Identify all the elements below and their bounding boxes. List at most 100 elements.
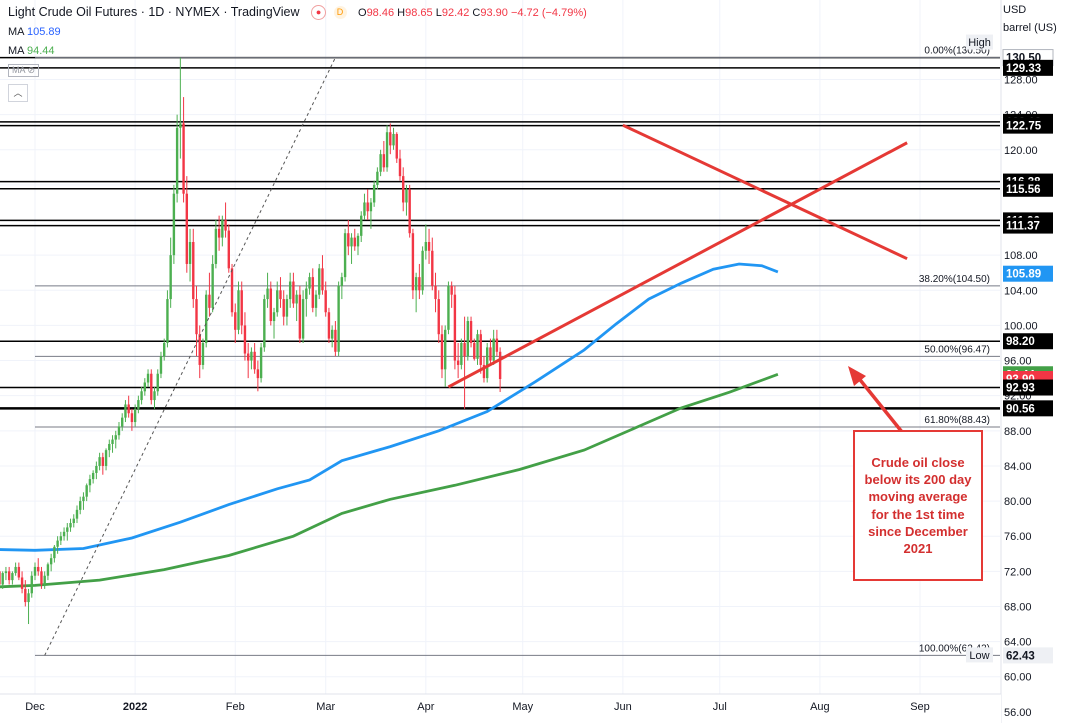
candle-body <box>137 400 140 409</box>
time-axis[interactable]: Dec 2022 Feb Mar Apr May Jun Jul Aug Sep <box>0 693 1001 723</box>
candle-body <box>75 509 79 519</box>
candle-body <box>440 334 444 370</box>
candle-body <box>4 571 8 574</box>
time-tick-label: Jun <box>614 701 632 713</box>
symbol-title[interactable]: Light Crude Oil Futures · 1D · NYMEX · T… <box>8 5 300 19</box>
candle-body <box>143 382 147 392</box>
price-axis[interactable]: 56.00 60.00 64.00 68.00 72.00 76.00 80.00 84.00… <box>966 0 1073 723</box>
candle-body <box>356 235 360 247</box>
candle-body <box>314 294 318 308</box>
ohlc-open: 98.46 <box>366 7 395 19</box>
candle-body <box>292 281 295 304</box>
candle-body <box>24 588 27 603</box>
price-label: 129.33 <box>1006 63 1041 75</box>
candle-body <box>104 450 108 466</box>
candle-body <box>469 321 473 343</box>
fib-label: 38.20%(104.50) <box>919 274 990 285</box>
candle-body <box>27 593 30 603</box>
candle-body <box>460 342 463 365</box>
price-label-bg <box>1003 647 1053 664</box>
price-tick-label: 108.00 <box>1004 250 1038 262</box>
candle-body <box>282 299 285 317</box>
candle-body <box>424 241 428 251</box>
candle-body <box>121 417 124 427</box>
price-tick-label: 104.00 <box>1004 285 1038 297</box>
candle-body <box>208 294 211 308</box>
delay-badge: D <box>333 6 347 19</box>
candle-body <box>382 154 386 168</box>
candle-body <box>350 237 353 247</box>
price-label: 115.56 <box>1006 184 1041 196</box>
price-tick-label: 64.00 <box>1004 637 1032 649</box>
price-label-bg <box>1003 333 1053 350</box>
hidden-ma-legend[interactable]: MA ⊘ <box>8 64 40 77</box>
candle-body <box>330 329 334 339</box>
time-tick-label: Apr <box>417 701 434 713</box>
price-label-bg <box>1003 59 1053 76</box>
eye-off-icon[interactable]: ⊘ <box>27 65 36 75</box>
collapse-legend-button[interactable]: ︿ <box>8 84 28 102</box>
candle-body <box>337 285 340 352</box>
candle-body <box>146 373 150 383</box>
candle-body <box>66 527 69 532</box>
candle-body <box>53 546 56 559</box>
candle-body <box>259 347 263 379</box>
ma200-legend[interactable]: MA 94.44 <box>8 45 55 57</box>
candle-body <box>444 329 447 370</box>
ma100-legend[interactable]: MA 105.89 <box>8 26 61 38</box>
candle-body <box>347 233 350 247</box>
candle-body <box>389 132 392 146</box>
candle-body <box>372 184 376 203</box>
candle-body <box>230 268 234 313</box>
candle-body <box>175 127 179 194</box>
candle-body <box>20 577 24 589</box>
price-label-bg <box>1003 180 1053 197</box>
candle-body <box>237 290 240 330</box>
arrow-head <box>848 366 866 386</box>
candle-body <box>450 285 453 295</box>
candle-body <box>411 233 415 291</box>
candle-body <box>476 334 479 359</box>
candle-body <box>33 566 37 576</box>
ohlc-close: 93.90 −4.72 (−4.79%) <box>480 7 587 19</box>
candle-body <box>318 268 321 295</box>
candle-body <box>40 571 43 585</box>
candle-body <box>447 285 450 330</box>
price-tick-label: 72.00 <box>1004 566 1032 578</box>
ohlc-low-key: L <box>435 7 442 19</box>
candle-body <box>414 277 418 291</box>
candle-body <box>353 237 356 247</box>
currency-label[interactable]: USD <box>1003 4 1027 16</box>
candle-body <box>82 496 85 502</box>
price-tick-label: 128.00 <box>1004 75 1038 87</box>
candle-body <box>195 299 198 335</box>
candle-body <box>463 342 466 357</box>
candle-body <box>108 443 111 451</box>
candle-body <box>101 457 105 466</box>
candle-body <box>95 465 98 473</box>
price-tick-label: 80.00 <box>1004 496 1032 508</box>
candle-body <box>453 294 457 361</box>
candle-body <box>224 220 227 231</box>
candle-body <box>156 373 159 392</box>
candle-body <box>46 564 50 576</box>
candle-body <box>321 268 324 291</box>
candle-body <box>243 325 247 354</box>
chart-header: Light Crude Oil Futures · 1D · NYMEX · T… <box>8 5 587 20</box>
candle-body <box>324 290 327 313</box>
candle-body <box>466 321 470 357</box>
candle-body <box>111 439 114 444</box>
candle-body <box>334 329 337 352</box>
candle-body <box>366 202 369 212</box>
candle-body <box>427 241 431 251</box>
time-tick-label: Feb <box>226 701 245 713</box>
unit-label[interactable]: barrel (US) <box>1003 22 1057 34</box>
candle-body <box>285 299 289 317</box>
candle-body <box>250 351 253 361</box>
hidden-ma-label: MA <box>12 65 26 75</box>
candle-body <box>498 351 502 379</box>
price-tick-label: 120.00 <box>1004 145 1038 157</box>
candle-body <box>253 351 256 370</box>
candle-body <box>327 312 331 339</box>
